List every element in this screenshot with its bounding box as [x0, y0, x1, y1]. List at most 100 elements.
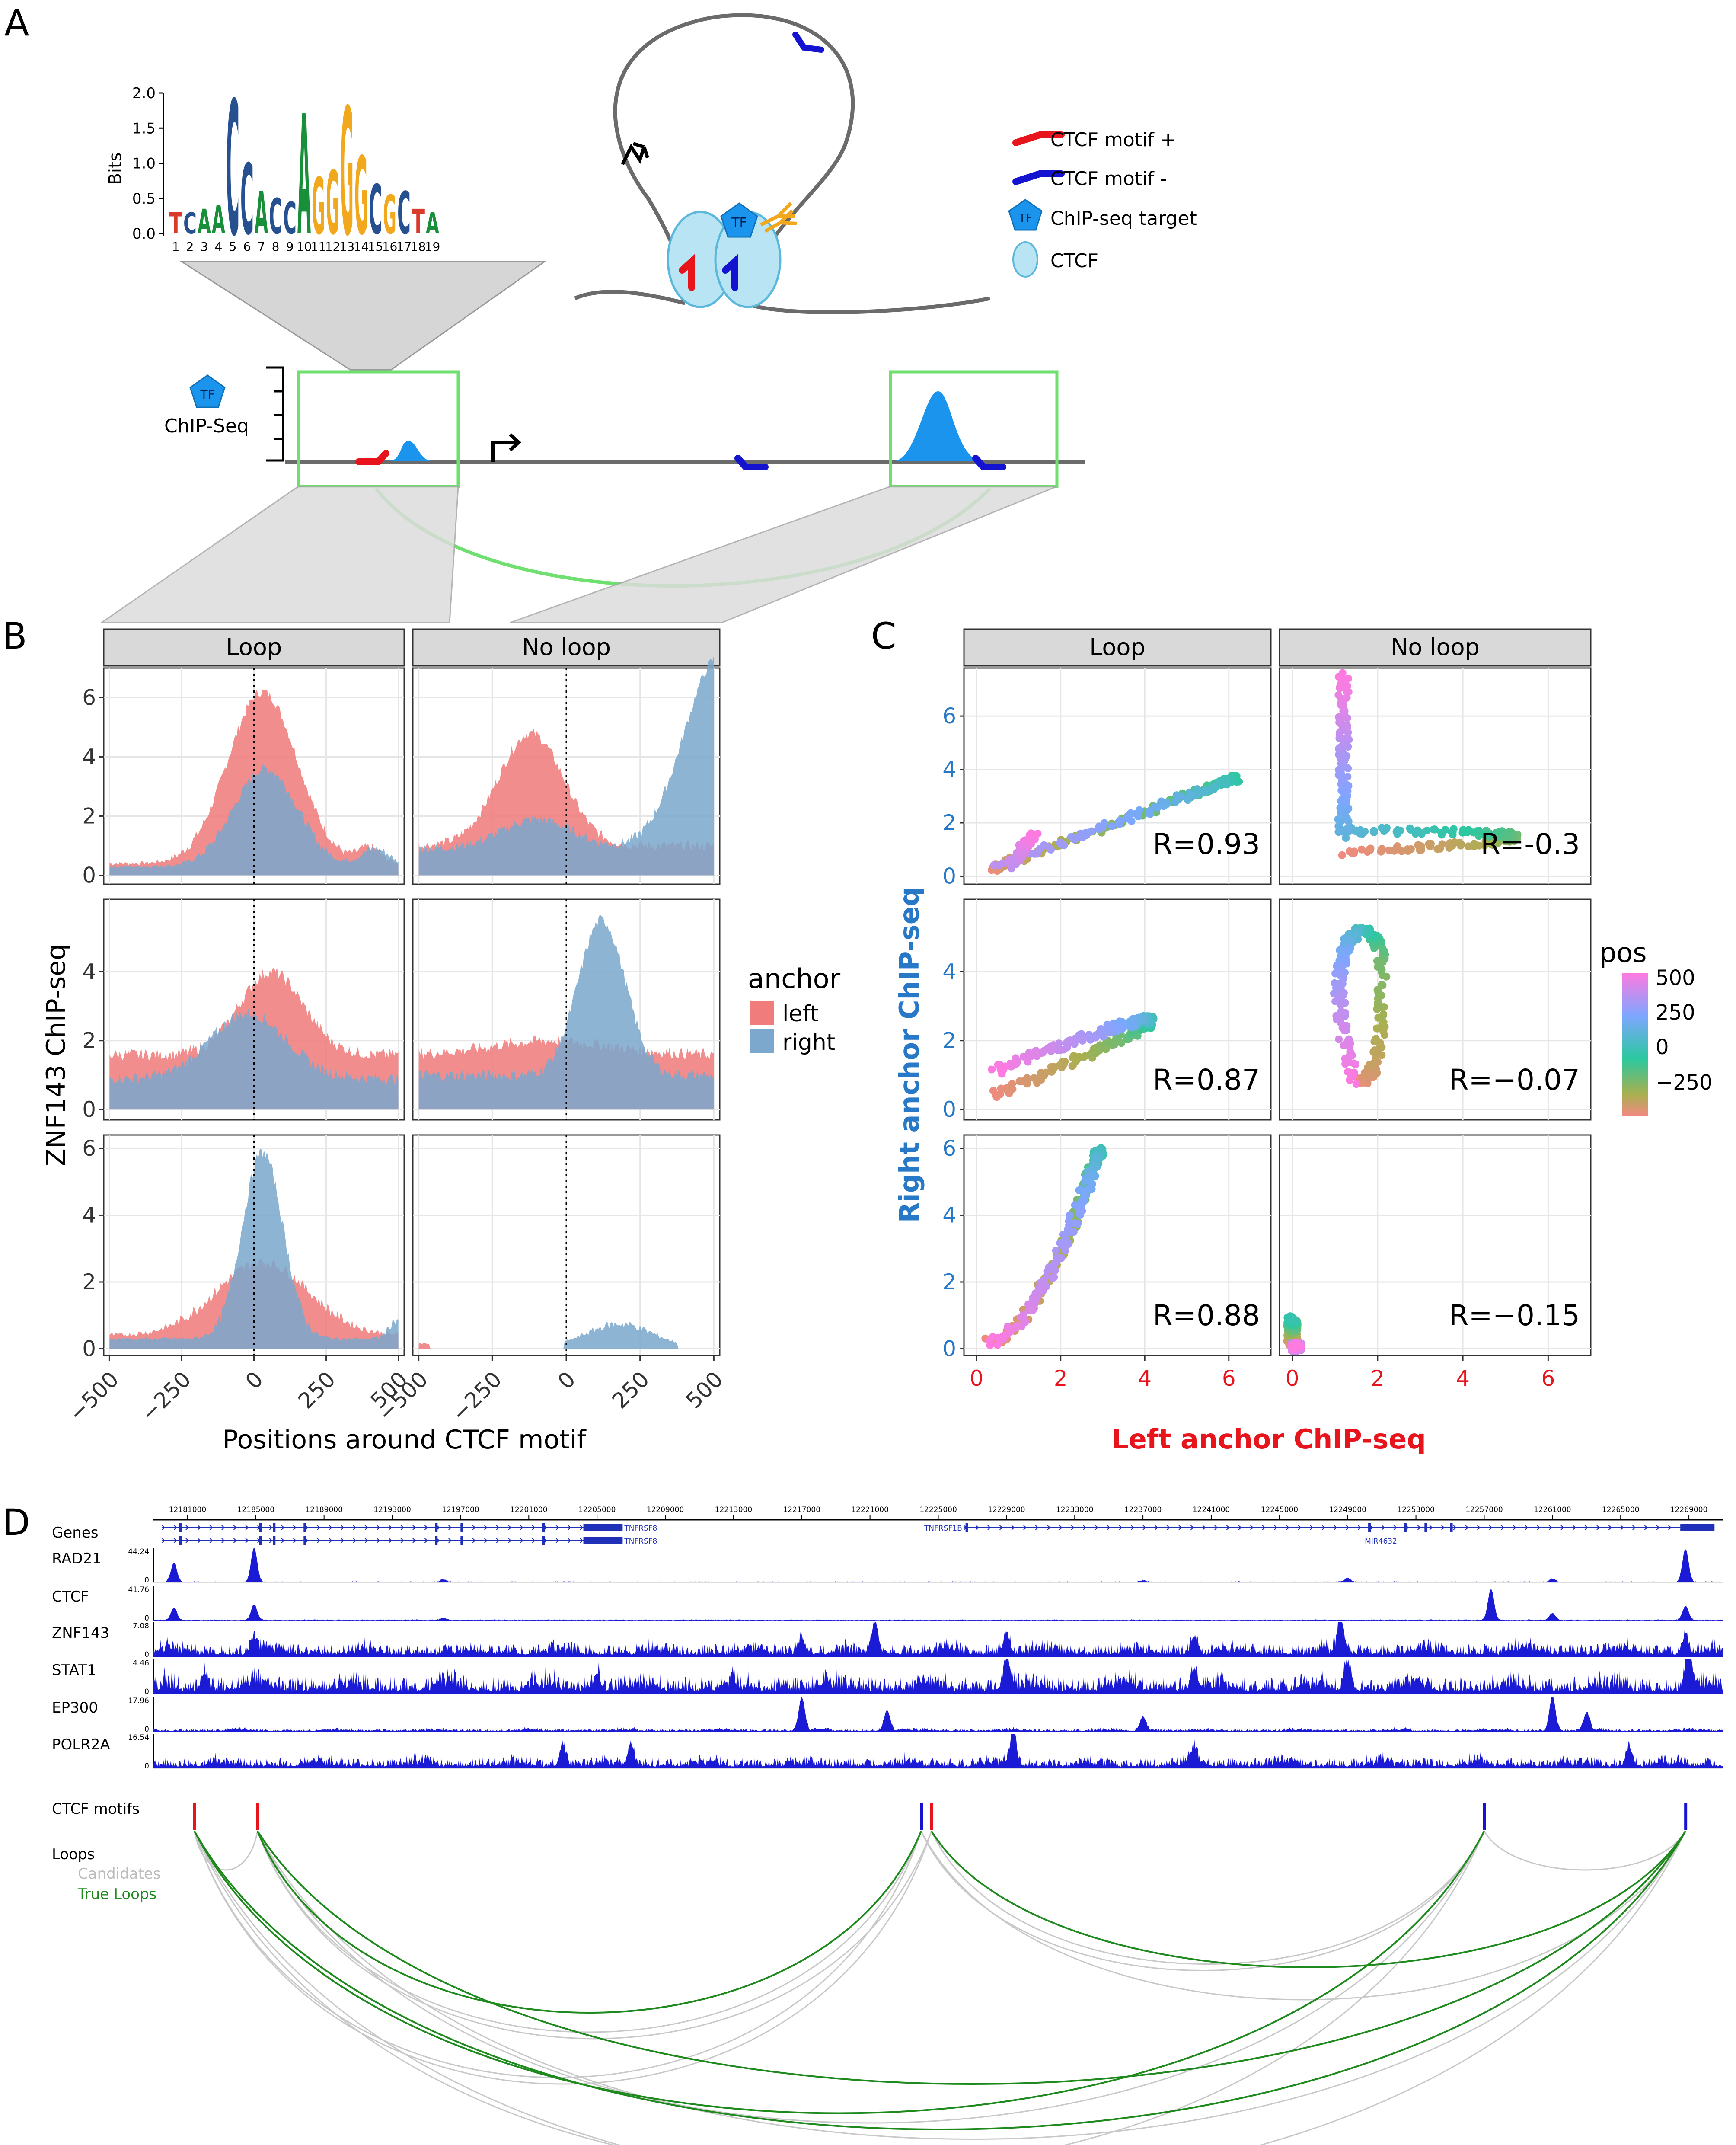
- trajectory-point: [1024, 1300, 1032, 1308]
- trajectory-point: [1350, 847, 1359, 856]
- trajectory-point: [1373, 1069, 1381, 1077]
- ytick-label: 0: [82, 863, 96, 888]
- strand-chevron-icon: [532, 1538, 536, 1543]
- trajectory-point: [1338, 669, 1347, 677]
- strand-chevron-icon: [1250, 1525, 1254, 1530]
- strand-chevron-icon: [1441, 1525, 1445, 1530]
- strand-chevron-icon: [1632, 1525, 1636, 1530]
- strand-chevron-icon: [496, 1525, 500, 1530]
- trajectory-point: [1340, 1026, 1349, 1035]
- ytick-label: 6: [942, 703, 956, 729]
- ytick-label: 4: [942, 959, 956, 984]
- trajectory-point: [1027, 829, 1035, 838]
- zoom-funnel-left: [99, 486, 459, 623]
- logo-letter: C: [240, 144, 254, 256]
- logo-letter: A: [297, 80, 311, 272]
- trajectory-point: [1108, 822, 1116, 830]
- gene-exon: [273, 1536, 276, 1545]
- track-max-label: 16.54: [128, 1733, 149, 1742]
- strand-chevron-icon: [400, 1525, 404, 1530]
- genome-browser: 12181000 12185000 12189000 12193000 12197000…: [0, 1506, 1723, 2145]
- trajectory-point: [1023, 1074, 1031, 1082]
- trajectory-point: [1075, 1208, 1083, 1216]
- facet-strip: [963, 628, 1272, 667]
- true-loop-arc: [193, 1831, 1686, 2130]
- logo-position: 3: [201, 240, 208, 254]
- logo-position: 13: [339, 240, 355, 254]
- strand-chevron-icon: [1262, 1525, 1266, 1530]
- trajectory-point: [1338, 851, 1346, 859]
- true-loops-legend-label: True Loops: [77, 1886, 156, 1903]
- ctcf-motif-minus: [1483, 1803, 1486, 1830]
- facet-strip: [103, 628, 405, 667]
- strand-chevron-icon: [209, 1538, 213, 1543]
- strand-chevron-icon: [520, 1525, 524, 1530]
- xtick-label: 250: [607, 1367, 654, 1413]
- strand-chevron-icon: [496, 1538, 500, 1543]
- ytick-label: 2: [942, 1269, 956, 1295]
- strand-chevron-icon: [221, 1538, 225, 1543]
- ctcf-motif-plus: [193, 1803, 196, 1830]
- svg-text:A: A: [255, 180, 268, 248]
- logo-letter: C: [183, 206, 197, 240]
- correlation-label: R=−0.15: [1449, 1299, 1580, 1332]
- strand-chevron-icon: [1596, 1525, 1600, 1530]
- logo-zoom-funnel: [179, 261, 547, 371]
- ruler-label: 12221000: [851, 1506, 889, 1514]
- strand-chevron-icon: [472, 1525, 476, 1530]
- trajectory-point: [1335, 1035, 1343, 1043]
- trajectory-point: [1052, 1247, 1060, 1255]
- svg-text:G: G: [354, 135, 368, 259]
- strand-chevron-icon: [412, 1525, 416, 1530]
- strand-chevron-icon: [424, 1538, 428, 1543]
- strand-chevron-icon: [293, 1525, 297, 1530]
- svg-text:C: C: [269, 189, 282, 245]
- trajectory-point: [1006, 856, 1014, 864]
- strand-chevron-icon: [1130, 1525, 1135, 1530]
- candidate-loop-arc: [194, 1831, 258, 1871]
- svg-text:C: C: [240, 144, 254, 256]
- svg-text:T: T: [412, 202, 425, 242]
- xtick-label: −250: [136, 1367, 196, 1426]
- xtick-label: 500: [681, 1367, 728, 1413]
- trajectory-point: [994, 1333, 1002, 1342]
- trajectory-point: [1366, 844, 1375, 853]
- ytick-label: 2: [82, 803, 96, 828]
- track-zero-label: 0: [144, 1762, 149, 1771]
- logo-letter: G: [312, 161, 325, 252]
- xtick-label: 2: [1371, 1366, 1385, 1391]
- legend-label-chip-target: ChIP-seq target: [1050, 208, 1197, 230]
- svg-text:C: C: [283, 193, 297, 244]
- strand-chevron-icon: [555, 1525, 559, 1530]
- panel-b-ylabel: ZNF143 ChIP-seq: [41, 944, 71, 1166]
- xtick-label: 0: [1286, 1366, 1299, 1391]
- strand-chevron-icon: [1501, 1525, 1505, 1530]
- strand-chevron-icon: [1107, 1525, 1111, 1530]
- gene-exon: [1368, 1523, 1371, 1532]
- panel-a-legend: CTCF motif + CTCF motif - TF ChIP-seq ta…: [1008, 129, 1197, 278]
- trajectory-point: [1330, 989, 1338, 997]
- strand-chevron-icon: [424, 1525, 428, 1530]
- svg-text:C: C: [226, 62, 239, 277]
- xtick-label: 250: [294, 1367, 340, 1413]
- trajectory-point: [1081, 1177, 1089, 1186]
- pos-colorbar: [1622, 973, 1648, 1116]
- panel-c-ylabel: Right anchor ChIP-seq: [894, 887, 925, 1223]
- candidate-loop-arc: [194, 1831, 932, 2085]
- trajectory-point: [1427, 840, 1435, 848]
- strand-chevron-icon: [1226, 1525, 1230, 1530]
- strand-chevron-icon: [1334, 1525, 1337, 1530]
- strand-chevron-icon: [484, 1525, 488, 1530]
- strand-chevron-icon: [1035, 1525, 1039, 1530]
- strand-chevron-icon: [1286, 1525, 1290, 1530]
- logo-letter: G: [326, 153, 339, 254]
- signal-track-area: [153, 1589, 1723, 1621]
- trajectory-point: [1219, 780, 1227, 788]
- gene-name: MIR4632: [1365, 1537, 1397, 1546]
- panel-c-legend: pos 500 250 0 −250: [1599, 937, 1713, 1116]
- gene-exon: [259, 1523, 262, 1532]
- strand-chevron-icon: [1119, 1525, 1123, 1530]
- logo-letter: A: [255, 180, 268, 248]
- legend-ctcf-protein-icon: [1012, 241, 1038, 278]
- strand-chevron-icon: [1573, 1525, 1576, 1530]
